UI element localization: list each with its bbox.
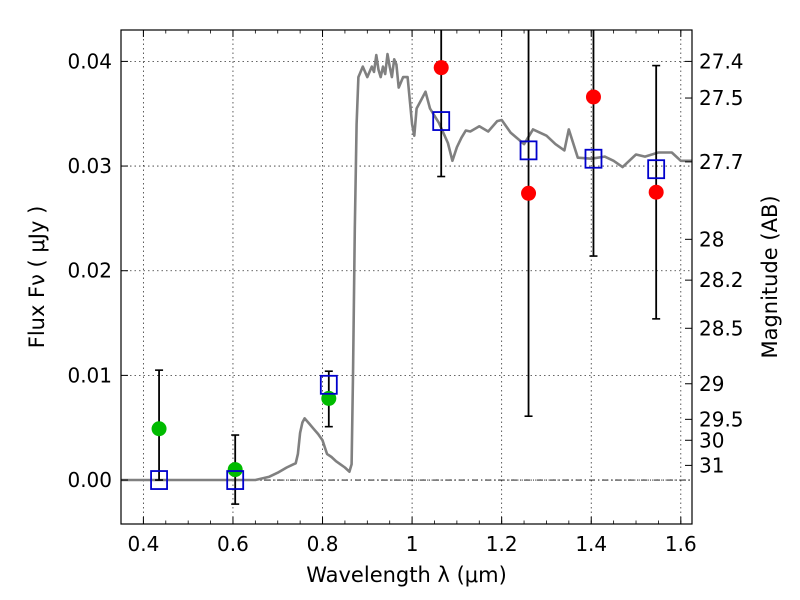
- x-tick-label: 1: [406, 532, 419, 556]
- y2-axis-title: Magnitude (AB): [758, 195, 782, 358]
- model-square-marker: [584, 148, 603, 169]
- mag-tick-label: 27.5: [699, 86, 744, 110]
- red-data-point: [648, 184, 664, 200]
- mag-tick-label: 27.4: [699, 49, 744, 73]
- y-axis-title: Flux Fν ( μJy ): [25, 206, 49, 349]
- red-data-point: [585, 89, 601, 105]
- mag-tick-label: 27.7: [699, 150, 744, 174]
- mag-tick-label: 28.2: [699, 268, 744, 292]
- y-tick-label: 0.01: [67, 363, 112, 387]
- model-square-marker: [226, 470, 245, 490]
- mag-tick-label: 30: [699, 428, 724, 452]
- x-tick-label: 0.8: [307, 532, 339, 556]
- sed-model-line: [121, 52, 692, 482]
- x-tick-label: 1.4: [575, 532, 607, 556]
- model-square-marker: [432, 111, 451, 131]
- mag-tick-label: 31: [699, 453, 724, 477]
- green-data-point: [151, 421, 167, 437]
- plot-frame: [120, 29, 693, 525]
- y-tick-label: 0.03: [67, 154, 112, 178]
- y-tick-label: 0.02: [67, 259, 112, 283]
- red-data-point: [521, 185, 537, 201]
- model-square-marker: [319, 374, 338, 395]
- model-square-marker: [519, 140, 538, 161]
- x-tick-label: 1.2: [486, 532, 518, 556]
- green-data-point: [227, 462, 243, 478]
- tick-layer: 0.4 0.6 0.8 1 1.2 1.4 1.6 0.00 0.01 0.02 0.03 0.04 2…: [67, 30, 744, 556]
- mag-tick-label: 29: [699, 372, 724, 396]
- mag-tick-label: 28.5: [699, 316, 744, 340]
- mag-tick-label: 29.5: [699, 407, 744, 431]
- series-layer: [121, 30, 692, 505]
- model-square-marker: [647, 159, 666, 180]
- x-tick-label: 0.4: [127, 532, 159, 556]
- x-tick-label: 1.6: [665, 532, 697, 556]
- red-data-point: [433, 60, 449, 76]
- x-axis-title: Wavelength λ (μm): [306, 563, 507, 587]
- x-tick-label: 0.6: [217, 532, 249, 556]
- y-tick-label: 0.04: [67, 49, 112, 73]
- y-tick-label: 0.00: [67, 468, 112, 492]
- mag-tick-label: 28: [699, 227, 724, 251]
- model-square-marker: [150, 470, 168, 490]
